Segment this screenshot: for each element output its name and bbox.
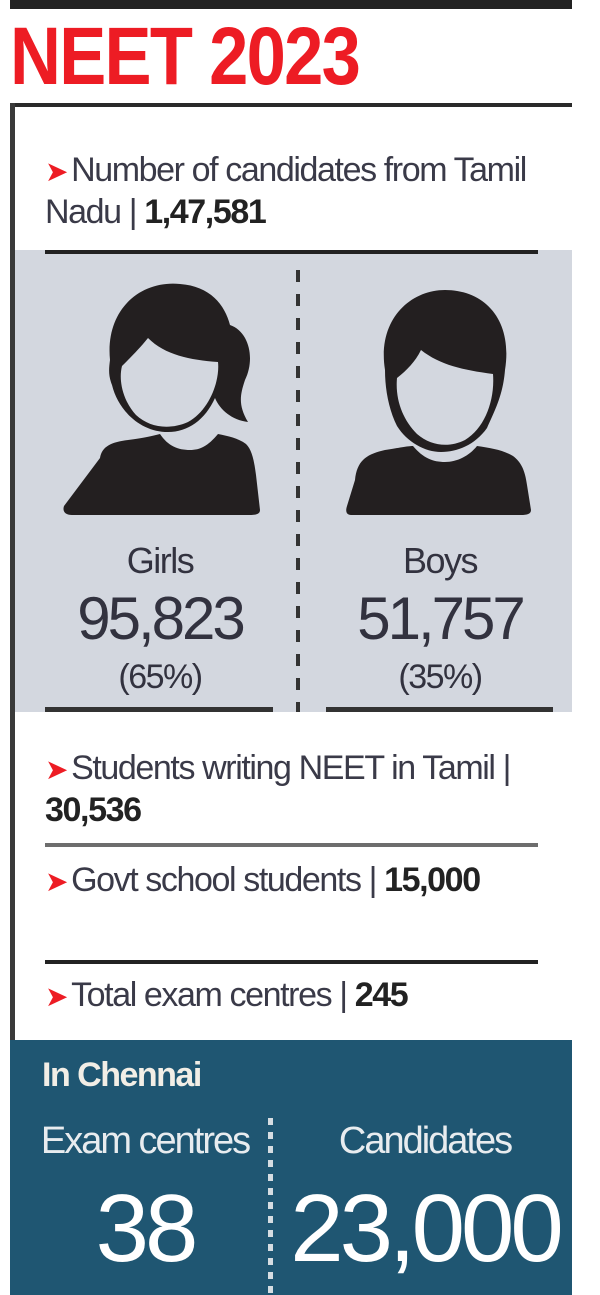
boys-percent: (35%) (398, 658, 483, 696)
girls-label: Girls (126, 540, 195, 581)
dotted-divider (268, 1118, 273, 1295)
box-top-border (10, 103, 572, 107)
stat-tamil-medium: ➤ Students writing NEET in Tamil | 30,536 (45, 748, 585, 830)
arrow-icon: ➤ (45, 754, 68, 785)
boys-label: Boys (402, 540, 479, 581)
stat-label: Govt school students (71, 861, 362, 899)
stat-separator: | (128, 193, 138, 231)
candidates-value: 23,000 (290, 1175, 564, 1282)
stat-value: 15,000 (384, 861, 481, 899)
dotted-divider (296, 270, 300, 712)
candidates-label: Candidates (338, 1120, 513, 1162)
stat-label: Students writing NEET in Tamil (71, 749, 496, 787)
page-title: NEET 2023 (10, 11, 361, 102)
arrow-icon: ➤ (45, 156, 68, 187)
stat-exam-centres: ➤ Total exam centres | 245 (45, 975, 585, 1017)
stat-value: 30,536 (45, 791, 142, 829)
top-rule (10, 0, 572, 9)
stat-separator: | (502, 749, 512, 787)
stat-separator: | (339, 976, 348, 1014)
exam-centres-value: 38 (95, 1175, 199, 1282)
stat-label: Number of candidates from Tamil Nadu (45, 151, 527, 231)
stat-govt-school: ➤ Govt school students | 15,000 (45, 860, 585, 902)
girls-value: 95,823 (77, 585, 246, 652)
chennai-panel: In Chennai Exam centres 38 Candidates 23… (10, 1040, 572, 1295)
stat-value: 1,47,581 (144, 193, 267, 231)
male-person-icon (346, 290, 531, 515)
divider-rule (45, 960, 538, 964)
arrow-icon: ➤ (45, 866, 68, 897)
divider-rule (45, 250, 538, 254)
girls-percent: (65%) (118, 658, 203, 696)
stat-label: Total exam centres (71, 976, 333, 1014)
arrow-icon: ➤ (45, 981, 68, 1012)
chennai-title: In Chennai (42, 1056, 202, 1094)
boys-underline (326, 707, 553, 712)
box-left-border (10, 103, 15, 1043)
boys-value: 51,757 (357, 585, 526, 652)
stat-separator: | (368, 861, 378, 899)
divider-rule (45, 843, 538, 847)
exam-centres-label: Exam centres (40, 1120, 251, 1162)
girls-underline (45, 707, 273, 712)
stat-total-candidates: ➤ Number of candidates from Tamil Nadu | … (45, 150, 585, 232)
female-person-icon (63, 283, 260, 515)
stat-value: 245 (354, 976, 409, 1014)
